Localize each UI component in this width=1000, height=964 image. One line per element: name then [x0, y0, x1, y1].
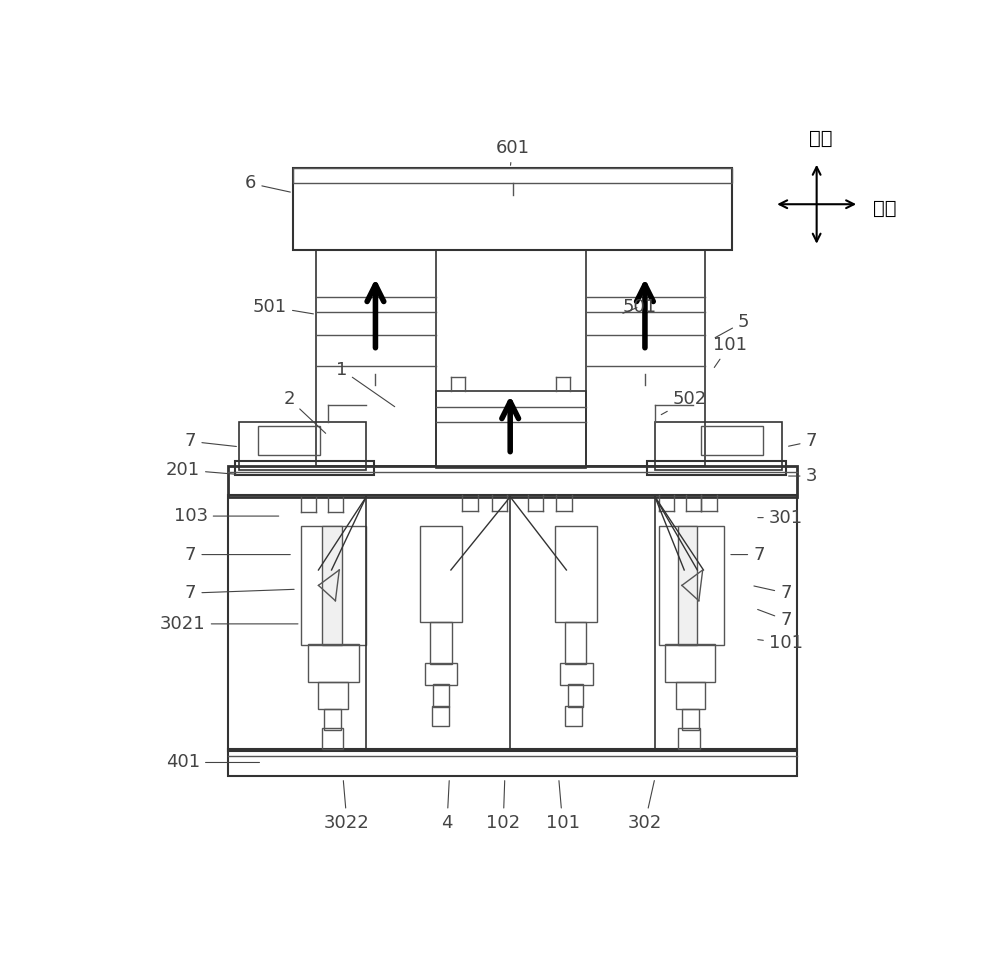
Bar [682, 709, 699, 730]
Text: 7: 7 [185, 433, 236, 450]
Text: 6: 6 [245, 174, 290, 193]
Bar [322, 526, 342, 646]
Text: 502: 502 [661, 390, 707, 415]
Bar [436, 391, 586, 469]
Text: 3022: 3022 [324, 781, 370, 832]
Bar [665, 644, 715, 683]
Text: 1: 1 [336, 361, 395, 407]
Text: 501: 501 [622, 298, 657, 315]
Bar [655, 422, 782, 469]
Text: 竖向: 竖向 [809, 129, 832, 148]
Bar [647, 461, 786, 474]
Text: 7: 7 [731, 546, 765, 564]
Text: 7: 7 [758, 609, 792, 629]
Bar [293, 168, 732, 251]
Bar [228, 466, 797, 496]
Text: 横向: 横向 [873, 199, 896, 218]
Bar [308, 644, 359, 683]
Bar [228, 749, 797, 776]
Text: 3: 3 [789, 467, 817, 485]
Text: 7: 7 [789, 433, 817, 450]
Bar [565, 707, 582, 726]
Text: 101: 101 [546, 781, 580, 832]
Text: 2: 2 [283, 390, 326, 434]
Text: 501: 501 [253, 298, 313, 315]
Text: 4: 4 [441, 781, 453, 832]
Text: 201: 201 [166, 461, 236, 479]
Text: 302: 302 [628, 781, 662, 832]
Bar [430, 622, 452, 664]
Bar [678, 526, 697, 646]
Text: 7: 7 [185, 584, 294, 602]
Text: 7: 7 [185, 546, 290, 564]
Text: 103: 103 [174, 507, 279, 525]
Bar [316, 251, 436, 466]
Bar [701, 426, 763, 455]
Text: 101: 101 [758, 634, 803, 652]
Text: 401: 401 [166, 754, 259, 771]
Bar [324, 709, 341, 730]
Bar [322, 728, 343, 749]
Bar [433, 683, 449, 707]
Bar [258, 426, 320, 455]
Bar [565, 622, 586, 664]
Bar [425, 663, 457, 684]
Bar [235, 461, 374, 474]
Text: 601: 601 [496, 139, 530, 165]
Bar [420, 526, 462, 623]
Bar [555, 526, 597, 623]
Bar [301, 526, 366, 646]
Bar [678, 728, 700, 749]
Bar [239, 422, 366, 469]
Text: 7: 7 [754, 584, 792, 602]
Bar [676, 683, 705, 710]
Text: 101: 101 [713, 336, 747, 367]
Bar [228, 495, 797, 751]
Bar [318, 683, 348, 710]
Text: 3021: 3021 [160, 615, 298, 633]
Text: 301: 301 [758, 509, 803, 526]
Bar [586, 251, 705, 466]
Bar [568, 683, 583, 707]
Bar [659, 526, 724, 646]
Bar [293, 168, 732, 183]
Text: 5: 5 [715, 313, 749, 337]
Bar [560, 663, 593, 684]
Bar [432, 707, 449, 726]
Text: 102: 102 [486, 781, 520, 832]
